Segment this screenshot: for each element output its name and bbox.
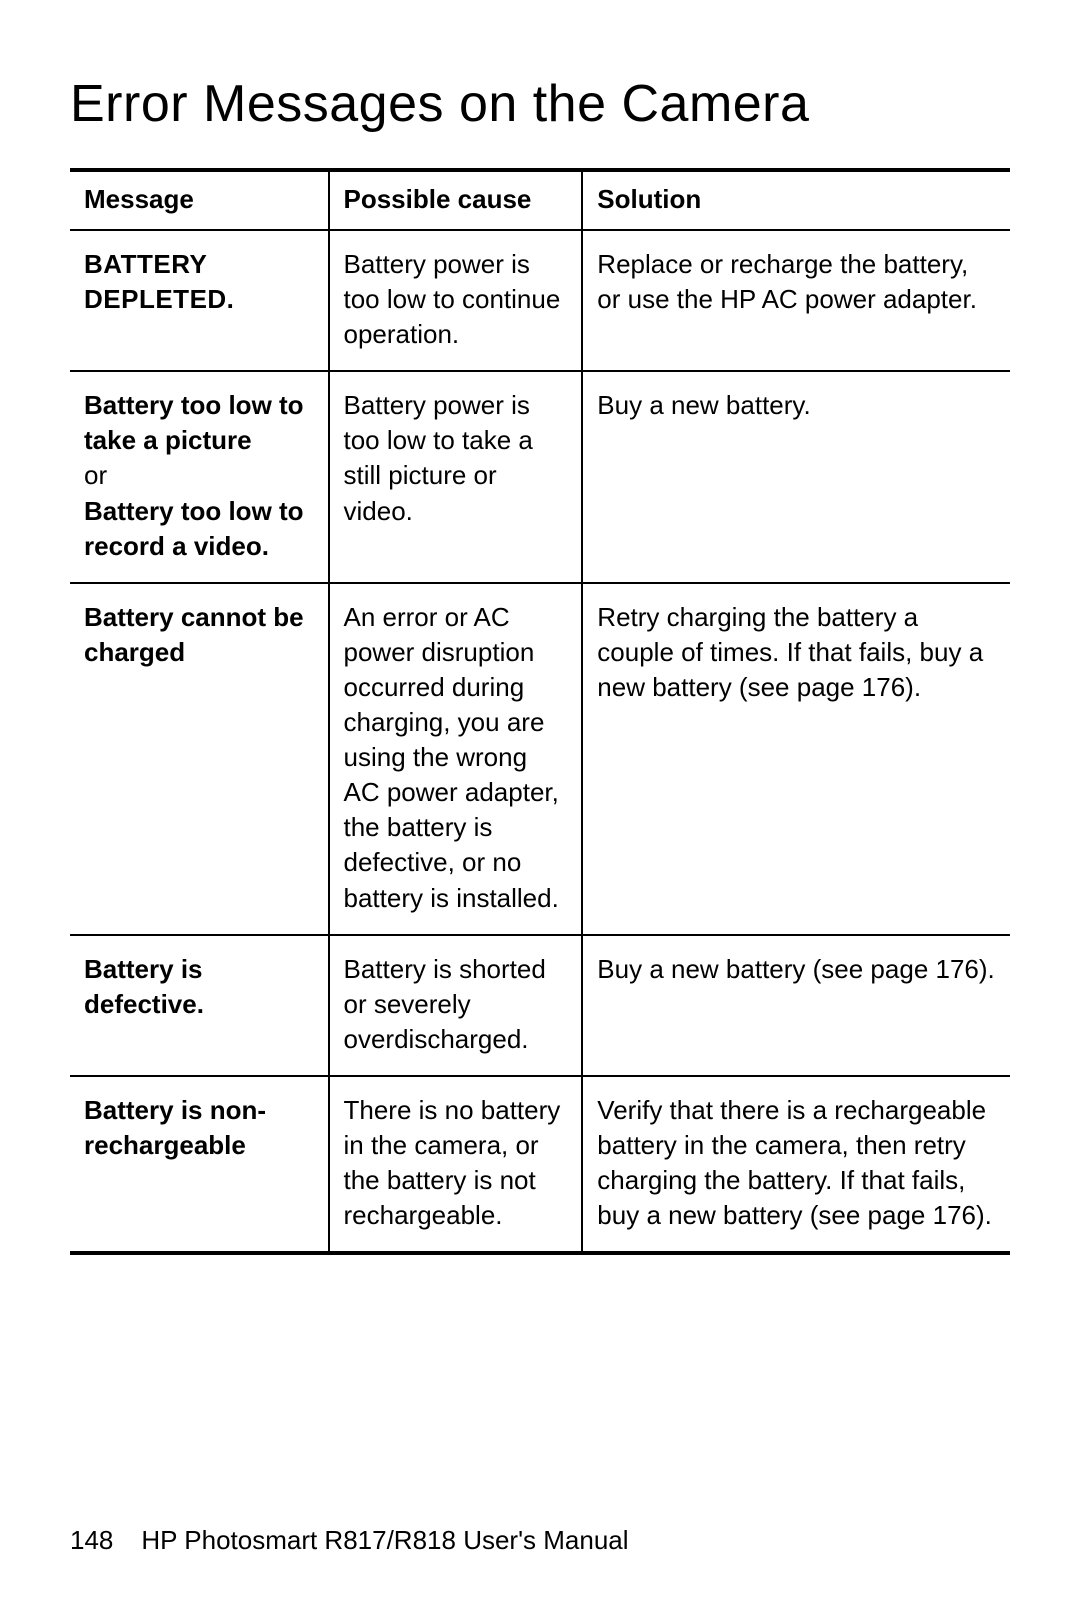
- table-row: Battery cannot be chargedAn error or AC …: [70, 583, 1010, 935]
- table-row: Battery is non-rechargeableThere is no b…: [70, 1076, 1010, 1253]
- cell-cause: Battery power is too low to continue ope…: [329, 230, 583, 371]
- col-header-message: Message: [70, 170, 329, 230]
- table-row: Battery too low to take a pictureorBatte…: [70, 371, 1010, 582]
- cell-solution: Replace or recharge the battery, or use …: [582, 230, 1010, 371]
- page-footer: 148 HP Photosmart R817/R818 User's Manual: [70, 1525, 629, 1556]
- page-number: 148: [70, 1525, 113, 1555]
- cell-solution: Retry charging the battery a couple of t…: [582, 583, 1010, 935]
- cell-message: Battery cannot be charged: [70, 583, 329, 935]
- cell-message: Battery is non-rechargeable: [70, 1076, 329, 1253]
- error-messages-table: Message Possible cause Solution BATTERY …: [70, 168, 1010, 1255]
- cell-message: Battery too low to take a pictureorBatte…: [70, 371, 329, 582]
- col-header-cause: Possible cause: [329, 170, 583, 230]
- cell-solution: Buy a new battery (see page 176).: [582, 935, 1010, 1076]
- col-header-solution: Solution: [582, 170, 1010, 230]
- cell-solution: Buy a new battery.: [582, 371, 1010, 582]
- page-title: Error Messages on the Camera: [70, 74, 1010, 134]
- cell-cause: Battery power is too low to take a still…: [329, 371, 583, 582]
- cell-message: BATTERY DEPLETED.: [70, 230, 329, 371]
- manual-title: HP Photosmart R817/R818 User's Manual: [141, 1525, 628, 1555]
- cell-cause: Battery is shorted or severely overdisch…: [329, 935, 583, 1076]
- table-body: BATTERY DEPLETED.Battery power is too lo…: [70, 230, 1010, 1253]
- table-row: Battery is defective.Battery is shorted …: [70, 935, 1010, 1076]
- cell-cause: There is no battery in the camera, or th…: [329, 1076, 583, 1253]
- manual-page: Error Messages on the Camera Message Pos…: [0, 0, 1080, 1620]
- cell-message: Battery is defective.: [70, 935, 329, 1076]
- table-row: BATTERY DEPLETED.Battery power is too lo…: [70, 230, 1010, 371]
- cell-solution: Verify that there is a rechargeable batt…: [582, 1076, 1010, 1253]
- table-header-row: Message Possible cause Solution: [70, 170, 1010, 230]
- cell-cause: An error or AC power disruption occurred…: [329, 583, 583, 935]
